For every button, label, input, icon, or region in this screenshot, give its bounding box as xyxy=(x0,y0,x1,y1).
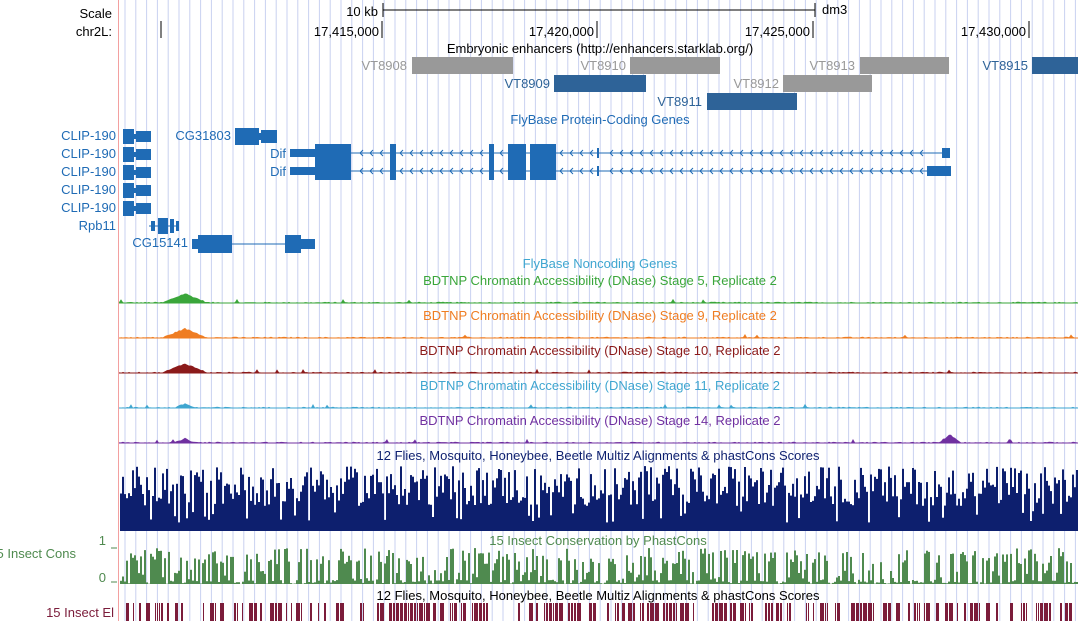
svg-text:CLIP-190: CLIP-190 xyxy=(61,200,116,215)
dnase-track-stage-10[interactable]: BDTNP Chromatin Accessibility (DNase) St… xyxy=(119,343,1078,374)
scale-bar-text: 10 kb xyxy=(346,4,378,19)
svg-text:CLIP-190: CLIP-190 xyxy=(61,182,116,197)
svg-text:CG31803: CG31803 xyxy=(175,128,231,143)
gene-dif[interactable]: Dif xyxy=(270,144,950,162)
svg-text:VT8909: VT8909 xyxy=(504,76,550,91)
dnase-track-title: BDTNP Chromatin Accessibility (DNase) St… xyxy=(420,378,780,393)
gene-track-title: FlyBase Protein-Coding Genes xyxy=(510,112,690,127)
enhancer-element[interactable]: VT8911 xyxy=(657,93,797,110)
multiz-bars xyxy=(120,466,1078,531)
enhancer-element[interactable]: VT8913 xyxy=(809,57,949,74)
enhancer-element[interactable]: VT8912 xyxy=(733,75,872,92)
scale-bar xyxy=(382,3,816,17)
dnase-signal xyxy=(119,403,1078,409)
dnase-signal xyxy=(119,363,1078,374)
dnase-track-title: BDTNP Chromatin Accessibility (DNase) St… xyxy=(423,273,777,288)
chrom-label: chr2L: xyxy=(76,24,112,39)
svg-text:CLIP-190: CLIP-190 xyxy=(61,164,116,179)
svg-text:CLIP-190: CLIP-190 xyxy=(61,128,116,143)
dnase-track-title: BDTNP Chromatin Accessibility (DNase) St… xyxy=(419,343,780,358)
svg-text:VT8910: VT8910 xyxy=(580,58,626,73)
svg-text:CLIP-190: CLIP-190 xyxy=(61,146,116,161)
conservation-track[interactable]: 15 Insect Conservation by PhastCons 15 I… xyxy=(0,533,1078,585)
multiz-track[interactable]: 12 Flies, Mosquito, Honeybee, Beetle Mul… xyxy=(120,448,1078,531)
svg-text:VT8913: VT8913 xyxy=(809,58,855,73)
ruler-position: 17,420,000 xyxy=(529,21,598,39)
assembly-label: dm3 xyxy=(822,2,847,17)
dnase-signal xyxy=(119,434,1078,444)
dnase-signal xyxy=(119,327,1078,339)
svg-text:CG15141: CG15141 xyxy=(132,235,188,250)
multiz-track-title: 12 Flies, Mosquito, Honeybee, Beetle Mul… xyxy=(377,448,820,463)
dnase-track-stage-11[interactable]: BDTNP Chromatin Accessibility (DNase) St… xyxy=(119,378,1078,409)
svg-text:Dif: Dif xyxy=(270,146,286,161)
enhancer-track[interactable]: Embryonic enhancers (http://enhancers.st… xyxy=(361,41,1078,110)
enhancer-element[interactable]: VT8915 xyxy=(982,57,1078,74)
ruler[interactable]: Scale 10 kb dm3 chr2L: 17,415,000 17,420… xyxy=(76,2,1030,39)
ruler-position: 17,425,000 xyxy=(745,21,814,39)
gene-cg15141[interactable]: CG15141 xyxy=(132,235,315,253)
enhancer-element[interactable]: VT8908 xyxy=(361,57,513,74)
gene-clip-190[interactable]: CLIP-190 xyxy=(61,164,151,180)
el-side-label: 15 Insect El xyxy=(46,605,114,620)
ruler-position: 17,430,000 xyxy=(961,21,1030,39)
gene-clip-190[interactable]: CLIP-190 xyxy=(61,200,151,216)
cons-axis-min: 0 xyxy=(99,570,106,585)
svg-text:Dif: Dif xyxy=(270,164,286,179)
el-track-title: 12 Flies, Mosquito, Honeybee, Beetle Mul… xyxy=(377,588,820,603)
dnase-signal xyxy=(119,293,1078,304)
svg-text:17,430,000: 17,430,000 xyxy=(961,24,1026,39)
dnase-track-title: BDTNP Chromatin Accessibility (DNase) St… xyxy=(419,413,780,428)
ruler-position: 17,415,000 xyxy=(314,21,383,39)
dnase-track-stage-14[interactable]: BDTNP Chromatin Accessibility (DNase) St… xyxy=(119,413,1078,444)
conserved-elements-track[interactable]: 12 Flies, Mosquito, Honeybee, Beetle Mul… xyxy=(46,588,1072,621)
scale-label: Scale xyxy=(79,6,112,21)
cons-bars xyxy=(120,548,1078,584)
svg-text:17,425,000: 17,425,000 xyxy=(745,24,810,39)
dnase-track-title: BDTNP Chromatin Accessibility (DNase) St… xyxy=(423,308,777,323)
conserved-element-blocks xyxy=(126,603,1072,621)
gene-cg31803[interactable]: CG31803 xyxy=(175,128,277,145)
cons-axis-max: 1 xyxy=(99,533,106,548)
enhancer-element[interactable]: VT8910 xyxy=(580,57,720,74)
gene-clip-190[interactable]: CLIP-190 xyxy=(61,182,151,198)
gene-dif[interactable]: Dif xyxy=(270,162,951,180)
svg-text:Rpb11: Rpb11 xyxy=(79,218,116,233)
cons-track-title: 15 Insect Conservation by PhastCons xyxy=(489,533,707,548)
noncoding-track-title: FlyBase Noncoding Genes xyxy=(523,256,678,271)
cons-side-label: 15 Insect Cons xyxy=(0,546,76,561)
svg-text:VT8912: VT8912 xyxy=(733,76,779,91)
dnase-track-stage-5[interactable]: BDTNP Chromatin Accessibility (DNase) St… xyxy=(119,273,1078,304)
svg-text:17,420,000: 17,420,000 xyxy=(529,24,594,39)
enhancer-element[interactable]: VT8909 xyxy=(504,75,646,92)
svg-text:VT8911: VT8911 xyxy=(657,94,702,109)
gene-clip-190[interactable]: CLIP-190 xyxy=(61,128,151,144)
gene-rpb11[interactable]: Rpb11 xyxy=(79,218,179,234)
svg-text:VT8915: VT8915 xyxy=(982,58,1028,73)
enhancer-track-title: Embryonic enhancers (http://enhancers.st… xyxy=(447,41,753,56)
svg-text:VT8908: VT8908 xyxy=(361,58,407,73)
svg-text:17,415,000: 17,415,000 xyxy=(314,24,379,39)
dnase-track-stage-9[interactable]: BDTNP Chromatin Accessibility (DNase) St… xyxy=(119,308,1078,339)
gene-track[interactable]: FlyBase Protein-Coding Genes CLIP-190 CL… xyxy=(61,112,951,253)
gene-clip-190[interactable]: CLIP-190 xyxy=(61,146,151,162)
